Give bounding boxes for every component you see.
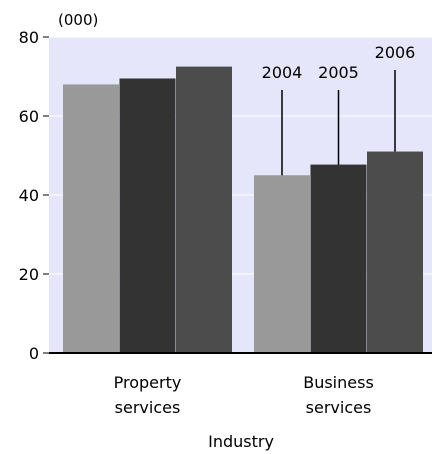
bar-2006-1 [367, 151, 423, 353]
y-tick-label: 0 [29, 344, 39, 363]
bar-2006-0 [176, 66, 232, 353]
series-callouts: 2004 2005 2006 [262, 43, 416, 176]
bar-2005-0 [119, 78, 176, 353]
x-category-label: Business [303, 373, 374, 392]
x-category-label: services [306, 398, 372, 417]
bar-2005-1 [310, 164, 367, 353]
y-axis: 0 20 40 60 80 [19, 28, 49, 363]
y-tick-label: 20 [19, 265, 39, 284]
y-tick-label: 60 [19, 107, 39, 126]
bar-2004-0 [63, 84, 119, 354]
x-category-label: Property [114, 373, 182, 392]
y-tick-label: 40 [19, 186, 39, 205]
x-axis-categories: Property services Business services [114, 373, 374, 417]
y-unit-label: (000) [58, 11, 98, 29]
x-category-label: services [115, 398, 181, 417]
y-tick-label: 80 [19, 28, 39, 47]
bars [63, 66, 423, 354]
series-label-2006: 2006 [375, 43, 416, 62]
series-label-2005: 2005 [318, 63, 359, 82]
x-axis-title: Industry [208, 432, 274, 451]
series-label-2004: 2004 [262, 63, 303, 82]
bar-2004-1 [254, 175, 310, 353]
